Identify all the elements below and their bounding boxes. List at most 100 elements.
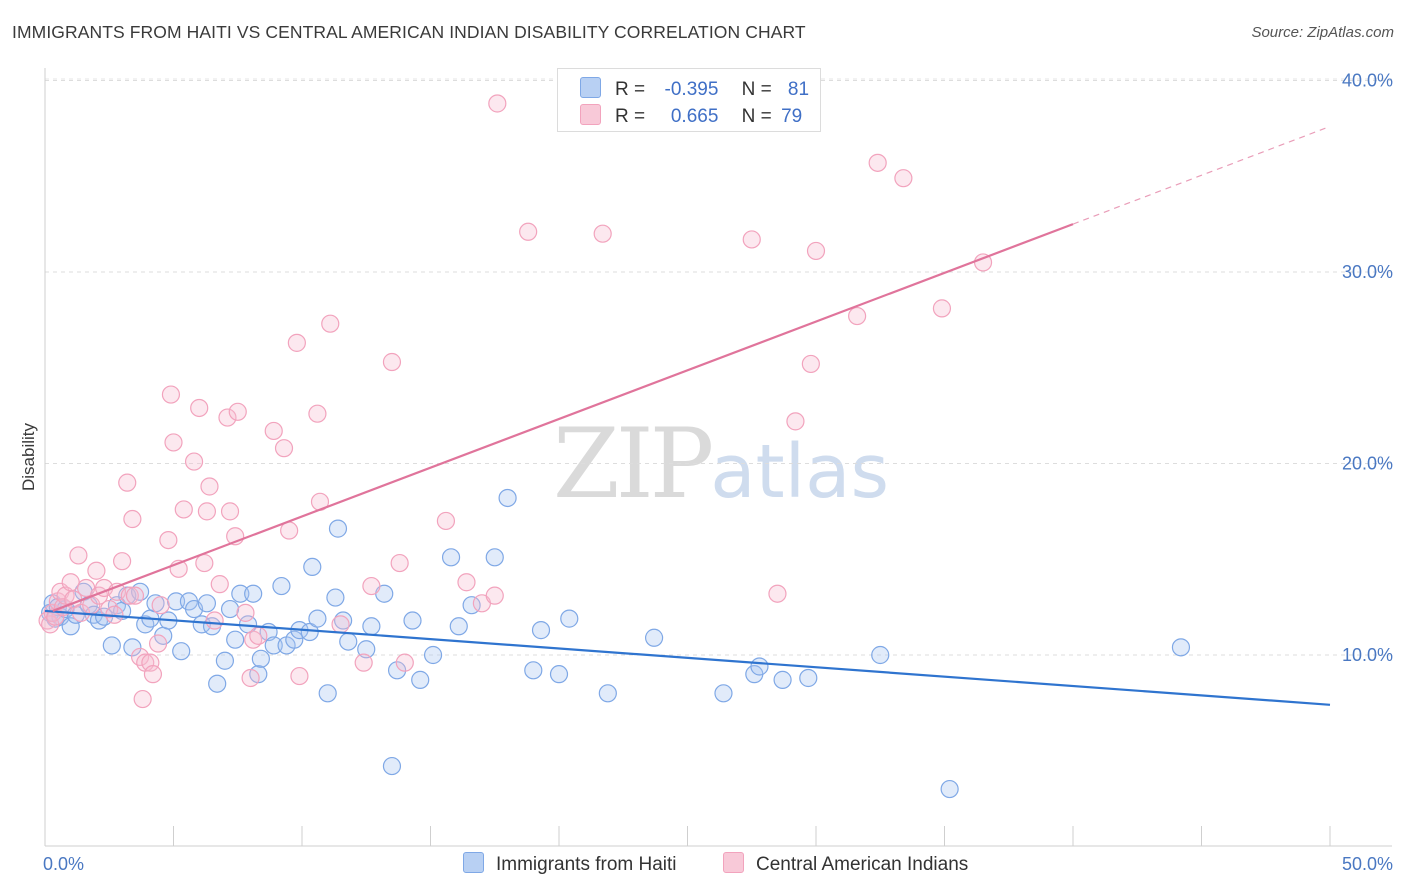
data-point bbox=[773, 670, 792, 689]
data-point bbox=[102, 636, 121, 655]
legend-n-value: 81 bbox=[787, 79, 810, 100]
data-point bbox=[644, 628, 664, 647]
data-point bbox=[357, 640, 376, 659]
data-point bbox=[125, 586, 145, 605]
data-point bbox=[164, 433, 183, 452]
data-point bbox=[244, 584, 263, 603]
data-point bbox=[251, 649, 270, 668]
series-legend-label: Immigrants from Haiti bbox=[496, 854, 677, 875]
data-point bbox=[868, 153, 887, 172]
series-swatch-haiti bbox=[463, 852, 484, 873]
series-central-american bbox=[38, 94, 993, 709]
data-point bbox=[285, 630, 304, 649]
data-point bbox=[328, 519, 348, 538]
x-tick-label: 0.0% bbox=[43, 854, 84, 874]
legend-n-label: N = bbox=[741, 79, 772, 100]
data-point bbox=[220, 599, 240, 619]
data-point bbox=[274, 439, 294, 458]
data-point bbox=[714, 684, 733, 703]
axis-labels: 10.0% 20.0% 30.0% 40.0% 0.0% 50.0% Disability bbox=[19, 71, 1393, 875]
x-tick-label: 50.0% bbox=[1342, 854, 1393, 874]
watermark: ZIPatlas bbox=[553, 408, 889, 520]
data-point bbox=[264, 421, 283, 441]
chart-title: IMMIGRANTS FROM HAITI VS CENTRAL AMERICA… bbox=[12, 22, 806, 42]
data-point bbox=[768, 584, 787, 603]
data-point bbox=[161, 385, 181, 404]
data-point bbox=[339, 632, 358, 651]
data-point bbox=[197, 502, 217, 521]
data-point bbox=[318, 684, 337, 703]
data-point bbox=[303, 557, 322, 577]
data-point bbox=[894, 169, 913, 188]
source-label: Source: ZipAtlas.com bbox=[1251, 24, 1394, 41]
data-point bbox=[871, 645, 890, 665]
grid-lines bbox=[45, 78, 1392, 656]
y-axis-label: Disability bbox=[19, 422, 38, 491]
legend-r-value: 0.665 bbox=[670, 106, 719, 127]
data-point bbox=[806, 241, 826, 261]
series-legend-label: Central American Indians bbox=[756, 854, 969, 875]
trend-line-haiti bbox=[44, 609, 1331, 706]
data-point bbox=[485, 586, 504, 605]
data-point bbox=[87, 561, 106, 580]
data-point bbox=[436, 511, 456, 531]
correlation-legend: R = -0.395 N = 81 R = 0.665 N = 79 bbox=[557, 68, 821, 132]
data-point bbox=[130, 647, 150, 667]
data-point bbox=[190, 398, 209, 418]
data-point bbox=[801, 354, 820, 374]
data-point bbox=[290, 666, 309, 686]
trend-line-extension bbox=[1072, 125, 1331, 225]
data-point bbox=[215, 651, 234, 670]
data-point bbox=[449, 617, 468, 636]
data-point bbox=[184, 452, 204, 471]
data-point bbox=[236, 603, 255, 622]
data-point bbox=[241, 668, 260, 688]
data-point bbox=[143, 665, 163, 684]
data-point bbox=[531, 621, 551, 640]
data-point bbox=[249, 626, 268, 645]
data-point bbox=[174, 500, 193, 519]
data-point bbox=[485, 548, 504, 567]
data-point bbox=[308, 404, 327, 423]
data-point bbox=[166, 592, 186, 611]
legend-n-label: N = bbox=[741, 106, 772, 127]
data-point bbox=[226, 630, 245, 649]
data-point bbox=[133, 689, 152, 709]
data-point bbox=[1171, 638, 1191, 657]
data-point bbox=[61, 617, 80, 636]
data-point bbox=[549, 665, 569, 684]
legend-row-central-american: R = 0.665 N = 79 bbox=[580, 104, 813, 127]
data-point bbox=[382, 756, 402, 776]
data-point bbox=[848, 306, 867, 326]
data-point bbox=[560, 609, 579, 628]
data-point bbox=[326, 588, 345, 607]
data-point bbox=[519, 222, 538, 241]
data-point bbox=[786, 412, 805, 431]
data-point bbox=[362, 617, 381, 636]
legend-n-value: 79 bbox=[781, 106, 803, 127]
data-point bbox=[220, 502, 240, 521]
data-point bbox=[488, 94, 507, 113]
data-point bbox=[387, 661, 407, 680]
data-point bbox=[141, 653, 160, 672]
data-point bbox=[932, 299, 952, 318]
data-point bbox=[272, 576, 291, 596]
data-point bbox=[118, 473, 137, 492]
y-tick-label: 20.0% bbox=[1342, 454, 1393, 474]
legend-row-haiti: R = -0.395 N = 81 bbox=[580, 77, 810, 100]
trend-lines bbox=[44, 125, 1331, 706]
series-swatch-central-american bbox=[723, 852, 744, 873]
watermark-atlas: atlas bbox=[710, 429, 890, 515]
data-point bbox=[123, 638, 142, 657]
data-point bbox=[61, 573, 80, 592]
data-point bbox=[308, 609, 327, 628]
y-tick-label: 10.0% bbox=[1342, 645, 1393, 665]
data-point bbox=[231, 584, 250, 603]
data-point bbox=[210, 575, 229, 594]
legend-r-label: R = bbox=[615, 79, 646, 100]
data-point bbox=[382, 352, 402, 372]
data-point bbox=[123, 509, 142, 529]
series-legend-central-american: Central American Indians bbox=[723, 852, 968, 876]
legend-swatch-central-american bbox=[580, 104, 601, 125]
data-point bbox=[524, 661, 543, 680]
